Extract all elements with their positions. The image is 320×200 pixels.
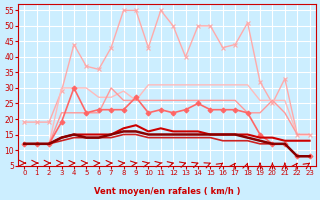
X-axis label: Vent moyen/en rafales ( km/h ): Vent moyen/en rafales ( km/h ) <box>94 187 240 196</box>
